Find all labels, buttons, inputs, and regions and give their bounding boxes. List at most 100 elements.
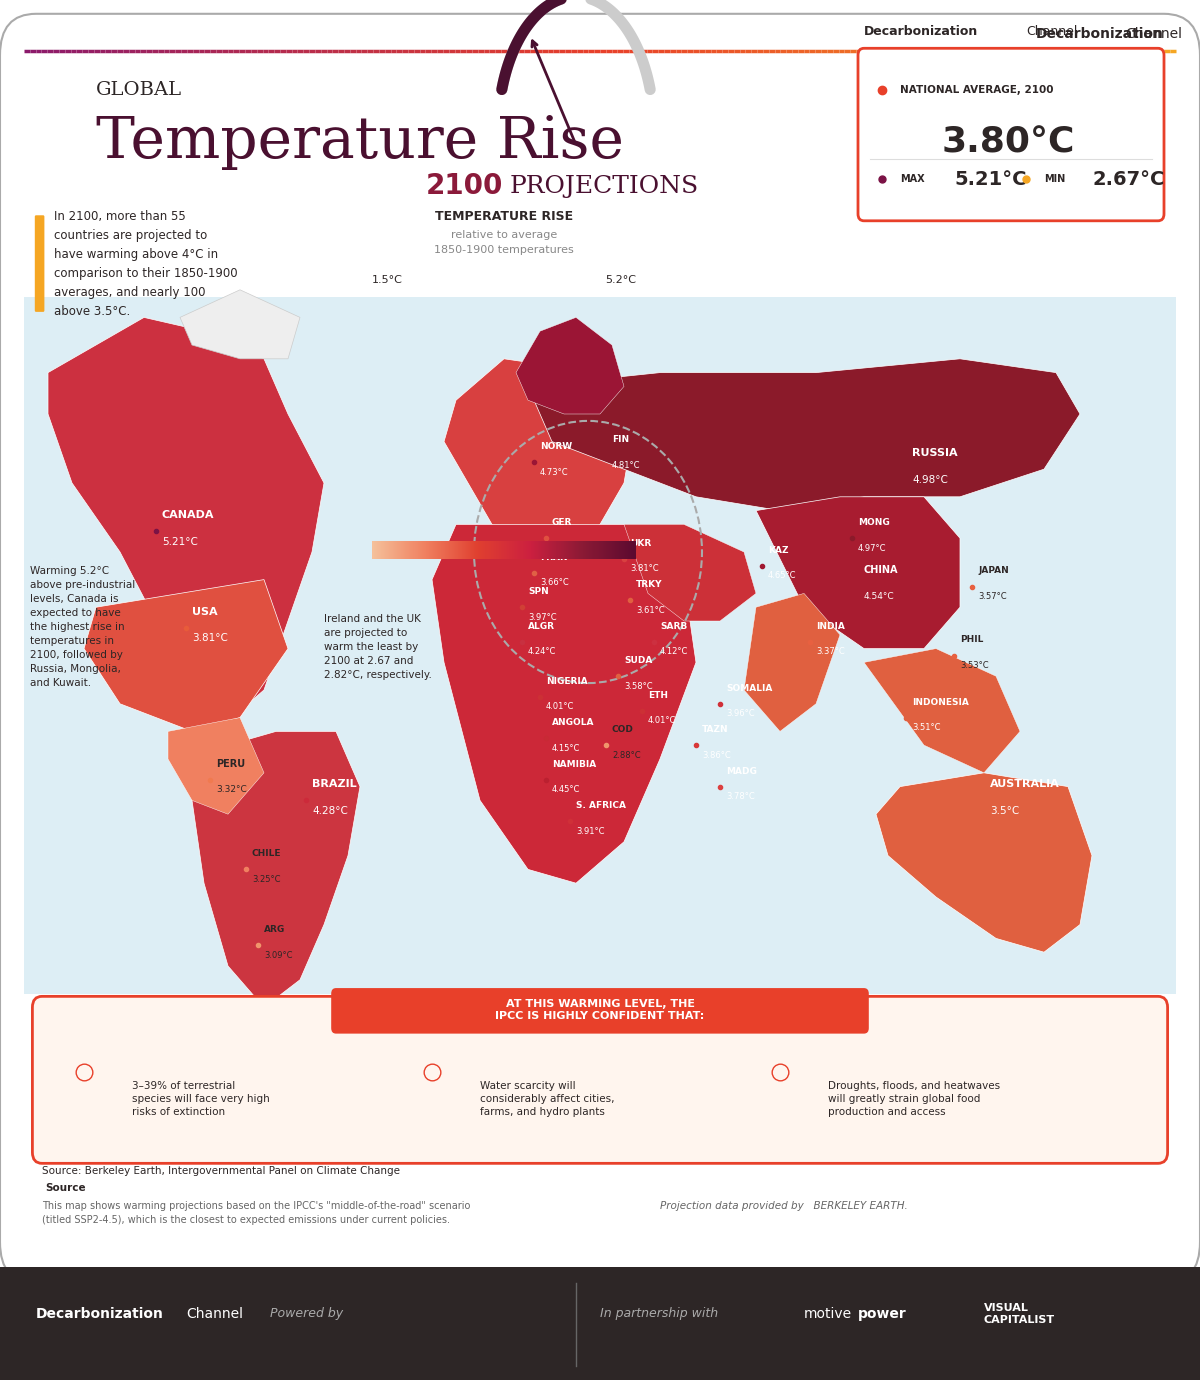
Text: Channel: Channel	[1126, 28, 1182, 41]
Text: INDONESIA: INDONESIA	[912, 697, 968, 707]
Text: 3.5°C: 3.5°C	[990, 806, 1019, 816]
Text: 4.24°C: 4.24°C	[528, 647, 557, 657]
Text: 3.66°C: 3.66°C	[540, 578, 569, 588]
FancyBboxPatch shape	[24, 297, 1176, 994]
Text: In 2100, more than 55
countries are projected to
have warming above 4°C in
compa: In 2100, more than 55 countries are proj…	[54, 210, 238, 317]
Text: KAZ: KAZ	[768, 545, 788, 555]
Text: GLOBAL: GLOBAL	[96, 80, 182, 99]
Text: Source: Berkeley Earth, Intergovernmental Panel on Climate Change: Source: Berkeley Earth, Intergovernmenta…	[42, 1166, 400, 1176]
Text: Powered by: Powered by	[270, 1307, 343, 1321]
Text: 4.98°C: 4.98°C	[912, 475, 948, 484]
Text: SARB: SARB	[660, 621, 688, 631]
Text: CHINA: CHINA	[864, 566, 899, 575]
Text: 2100: 2100	[426, 172, 503, 200]
Text: BRAZIL: BRAZIL	[312, 780, 356, 789]
Text: 4.81°C: 4.81°C	[612, 461, 641, 471]
Text: relative to average: relative to average	[451, 229, 557, 240]
Polygon shape	[84, 580, 288, 731]
Text: 3.86°C: 3.86°C	[702, 751, 731, 760]
Text: VISUAL
CAPITALIST: VISUAL CAPITALIST	[984, 1303, 1055, 1325]
Polygon shape	[624, 524, 756, 621]
Text: ARG: ARG	[264, 925, 286, 934]
Text: Decarbonization: Decarbonization	[1036, 28, 1164, 41]
Text: 3.78°C: 3.78°C	[726, 792, 755, 802]
Text: 3.80°C: 3.80°C	[941, 126, 1075, 160]
Text: 3.58°C: 3.58°C	[624, 682, 653, 691]
Text: 3.57°C: 3.57°C	[978, 592, 1007, 602]
Text: 3.61°C: 3.61°C	[636, 606, 665, 615]
Text: 3.81°C: 3.81°C	[630, 564, 659, 574]
Text: 2.88°C: 2.88°C	[612, 751, 641, 760]
Text: INDIA: INDIA	[816, 621, 845, 631]
Text: 4.65°C: 4.65°C	[768, 571, 797, 581]
Text: Warming 5.2°C
above pre-industrial
levels, Canada is
expected to have
the highes: Warming 5.2°C above pre-industrial level…	[30, 566, 136, 687]
Text: CHILE: CHILE	[252, 849, 282, 858]
Polygon shape	[516, 317, 624, 414]
Text: 3.91°C: 3.91°C	[576, 827, 605, 836]
Text: 2.67°C: 2.67°C	[1092, 170, 1164, 189]
Text: 1.5°C: 1.5°C	[372, 275, 403, 286]
Text: This map shows warming projections based on the IPCC's "middle-of-the-road" scen: This map shows warming projections based…	[42, 1201, 470, 1224]
Text: MIN: MIN	[1044, 174, 1066, 185]
Text: PROJECTIONS: PROJECTIONS	[510, 175, 700, 197]
Text: 3.53°C: 3.53°C	[960, 661, 989, 671]
Text: ETH: ETH	[648, 690, 668, 700]
Text: 4.15°C: 4.15°C	[552, 744, 581, 753]
Text: S. AFRICA: S. AFRICA	[576, 800, 626, 810]
Text: TRKY: TRKY	[636, 580, 662, 589]
Text: 4.97°C: 4.97°C	[858, 544, 887, 553]
Text: SPN: SPN	[528, 586, 548, 596]
Text: GER: GER	[552, 518, 572, 527]
Text: 4.28°C: 4.28°C	[312, 806, 348, 816]
Text: 5.21°C: 5.21°C	[954, 170, 1026, 189]
Text: PHIL: PHIL	[960, 635, 983, 644]
Text: MONG: MONG	[858, 518, 889, 527]
Text: 4.45°C: 4.45°C	[552, 785, 581, 795]
Bar	[24, 297, 1176, 994]
Text: 4.54°C: 4.54°C	[864, 592, 895, 602]
Text: ANGOLA: ANGOLA	[552, 718, 594, 727]
Text: Ireland and the UK
are projected to
warm the least by
2100 at 2.67 and
2.82°C, r: Ireland and the UK are projected to warm…	[324, 614, 432, 680]
Text: 3.51°C: 3.51°C	[912, 723, 941, 733]
Text: SOMALIA: SOMALIA	[726, 683, 773, 693]
Text: 3.96°C: 3.96°C	[726, 709, 755, 719]
Text: 3.09°C: 3.09°C	[264, 951, 293, 960]
Text: FIN: FIN	[612, 435, 629, 444]
Text: MAX: MAX	[900, 174, 925, 185]
FancyBboxPatch shape	[32, 996, 1168, 1163]
Text: NIGERIA: NIGERIA	[546, 676, 588, 686]
Text: NAMIBIA: NAMIBIA	[552, 759, 596, 769]
Text: USA: USA	[192, 607, 217, 617]
Text: 4.01°C: 4.01°C	[648, 716, 677, 726]
Text: In partnership with: In partnership with	[600, 1307, 718, 1321]
Text: Droughts, floods, and heatwaves
will greatly strain global food
production and a: Droughts, floods, and heatwaves will gre…	[828, 1081, 1000, 1116]
Text: TEMPERATURE RISE: TEMPERATURE RISE	[434, 210, 574, 224]
Text: 3.32°C: 3.32°C	[216, 785, 247, 795]
FancyBboxPatch shape	[0, 14, 1200, 1283]
Text: Channel: Channel	[186, 1307, 242, 1321]
Text: UKR: UKR	[630, 538, 652, 548]
Polygon shape	[528, 359, 1080, 511]
Text: 4.01°C: 4.01°C	[546, 702, 575, 712]
Text: MADG: MADG	[726, 766, 757, 776]
Polygon shape	[180, 290, 300, 359]
Text: NATIONAL AVERAGE, 2100: NATIONAL AVERAGE, 2100	[900, 84, 1054, 95]
Polygon shape	[876, 773, 1092, 952]
Text: JAPAN: JAPAN	[978, 566, 1009, 575]
Text: ALGR: ALGR	[528, 621, 554, 631]
Text: SUDA: SUDA	[624, 656, 653, 665]
Text: Water scarcity will
considerably affect cities,
farms, and hydro plants: Water scarcity will considerably affect …	[480, 1081, 614, 1116]
Text: 5.2°C: 5.2°C	[605, 275, 636, 286]
Text: 4.73°C: 4.73°C	[540, 468, 569, 477]
Polygon shape	[444, 359, 636, 552]
Bar	[0, 1267, 1200, 1380]
FancyBboxPatch shape	[858, 48, 1164, 221]
Polygon shape	[48, 317, 324, 731]
Text: FRAN: FRAN	[540, 552, 568, 562]
Polygon shape	[756, 497, 960, 649]
Text: Projection data provided by   BERKELEY EARTH.: Projection data provided by BERKELEY EAR…	[660, 1201, 907, 1210]
Text: 3–39% of terrestrial
species will face very high
risks of extinction: 3–39% of terrestrial species will face v…	[132, 1081, 270, 1116]
Text: Decarbonization: Decarbonization	[864, 25, 978, 39]
Text: 3.77°C: 3.77°C	[552, 544, 581, 553]
Text: 3.97°C: 3.97°C	[528, 613, 557, 622]
